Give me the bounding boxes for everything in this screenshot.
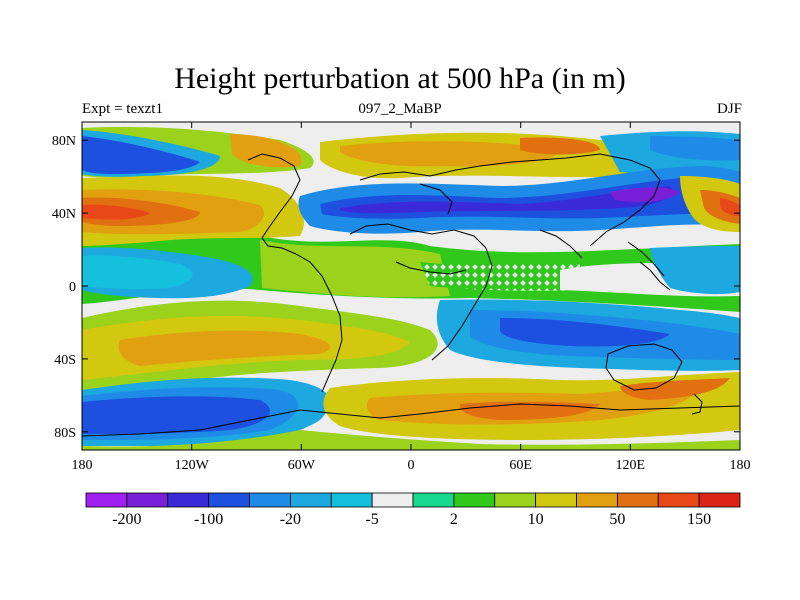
colorbar-label: 10 xyxy=(528,511,544,528)
colorbar-label: -5 xyxy=(365,511,378,528)
colorbar-box xyxy=(698,492,741,508)
colorbar-label: -100 xyxy=(194,511,223,528)
colorbar-box xyxy=(167,492,210,508)
lon-tick-label: 120E xyxy=(616,458,646,473)
lat-tick-label: 0 xyxy=(69,280,76,295)
colorbar-labels: -200 -100 -20 -5 2 10 50 150 xyxy=(112,511,711,528)
colorbar xyxy=(85,492,741,508)
lon-tick-label: 0 xyxy=(408,458,415,473)
season-label: DJF xyxy=(716,101,742,117)
colorbar-box xyxy=(576,492,618,508)
colorbar-box xyxy=(289,492,332,508)
colorbar-box xyxy=(371,492,414,508)
colorbar-box xyxy=(249,492,291,508)
colorbar-label: 50 xyxy=(609,511,625,528)
lon-tick-label: 60W xyxy=(288,458,316,473)
lat-tick-label: 40N xyxy=(52,207,76,222)
lon-tick-label: 180 xyxy=(730,458,751,473)
colorbar-box xyxy=(412,492,455,508)
lon-tick-label: 180 xyxy=(72,458,93,473)
colorbar-box xyxy=(657,492,700,508)
colorbar-label: -200 xyxy=(112,511,141,528)
lon-ticks xyxy=(81,122,741,450)
lon-tick-label: 60E xyxy=(509,458,532,473)
map-title: Height perturbation at 500 hPa (in m) xyxy=(174,62,626,95)
colorbar-box xyxy=(330,492,373,508)
lon-tick-label: 120W xyxy=(175,458,210,473)
colorbar-box xyxy=(126,492,169,508)
lat-tick-label: 80N xyxy=(52,134,76,149)
lat-tick-label: 40S xyxy=(54,353,76,368)
colorbar-box xyxy=(494,492,537,508)
coastlines xyxy=(82,153,740,437)
lat-tick-label: 80S xyxy=(54,426,76,441)
colorbar-box xyxy=(85,492,128,508)
colorbar-label: 150 xyxy=(687,511,711,528)
colorbar-box xyxy=(208,492,250,508)
colorbar-box xyxy=(535,492,577,508)
colorbar-label: 2 xyxy=(450,511,458,528)
lat-ticks xyxy=(82,139,740,433)
colorbar-box xyxy=(616,492,659,508)
colorbar-label: -20 xyxy=(280,511,301,528)
contour-field xyxy=(82,122,740,450)
colorbar-box xyxy=(453,492,496,508)
case-label: 097_2_MaBP xyxy=(358,101,442,117)
experiment-label: Expt = texzt1 xyxy=(82,101,163,117)
